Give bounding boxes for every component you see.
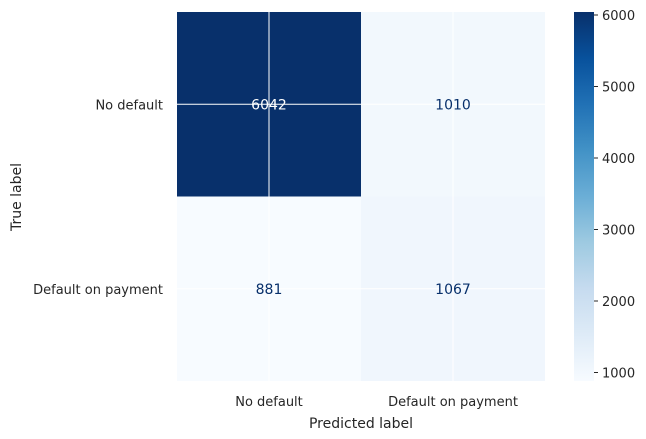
y-axis-label: True label — [9, 163, 25, 232]
cell-value-label: 6042 — [251, 97, 287, 113]
x-axis-label: Predicted label — [309, 416, 413, 432]
colorbar-tick-label: 5000 — [602, 81, 635, 96]
colorbar: 1000 2000 3000 4000 5000 6000 — [574, 9, 635, 381]
colorbar-tick-label: 1000 — [602, 366, 635, 381]
y-tick-label: Default on payment — [33, 283, 163, 298]
x-tick-label: No default — [235, 395, 303, 410]
heatmap-gridlines — [177, 12, 545, 381]
cell-value-label: 1067 — [435, 282, 471, 298]
heatmap-cell-labels: 6042 1010 881 1067 — [251, 97, 471, 298]
x-tick-labels: No default Default on payment — [235, 395, 518, 410]
colorbar-ticks: 1000 2000 3000 4000 5000 6000 — [594, 9, 635, 381]
colorbar-tick-label: 6000 — [602, 9, 635, 24]
cell-value-label: 1010 — [435, 97, 471, 113]
colorbar-tick-label: 2000 — [602, 295, 635, 310]
colorbar-gradient — [574, 12, 594, 381]
y-tick-labels: No default Default on payment — [33, 98, 163, 298]
x-tick-label: Default on payment — [388, 395, 518, 410]
y-tick-label: No default — [95, 98, 163, 113]
colorbar-tick-label: 4000 — [602, 152, 635, 167]
colorbar-tick-label: 3000 — [602, 223, 635, 238]
heatmap-cells — [177, 12, 545, 381]
cell-value-label: 881 — [256, 282, 283, 298]
